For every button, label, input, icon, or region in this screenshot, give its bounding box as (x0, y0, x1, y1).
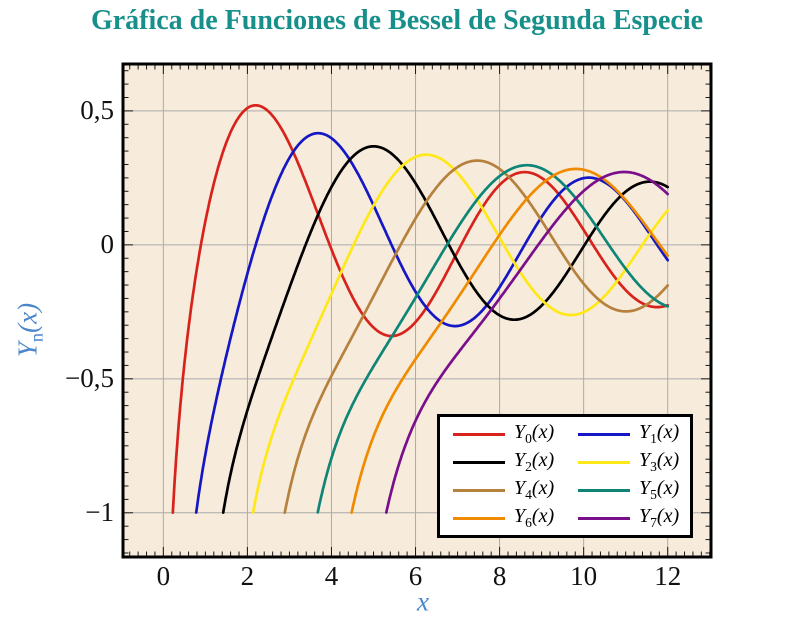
y-tick-label-0: 0,5 (80, 94, 114, 125)
x-tick-label-12: 12 (654, 561, 682, 591)
legend-swatch-y1 (578, 432, 630, 436)
page-title: Gráfica de Funciones de Bessel de Segund… (90, 5, 704, 36)
legend: Y0(x) Y1(x) Y2(x) Y3(x) Y4(x) Y5(x) Y6(x… (437, 414, 693, 538)
curve-y5 (316, 163, 670, 514)
legend-label-y6: Y6(x) (514, 505, 555, 531)
curve-y0 (171, 103, 670, 515)
legend-label-y5: Y5(x) (639, 477, 680, 503)
legend-item-y2: Y2(x) (440, 450, 565, 474)
legend-label-y3: Y3(x) (639, 449, 680, 475)
x-tick-label-0: 0 (156, 561, 171, 591)
axis-frame (121, 62, 713, 559)
curve-y1 (194, 131, 670, 514)
legend-item-y6: Y6(x) (440, 506, 565, 530)
y-tick-label-1: 0 (100, 228, 115, 259)
legend-swatch-y0 (453, 432, 505, 436)
legend-item-y1: Y1(x) (565, 422, 690, 446)
legend-swatch-y6 (453, 516, 505, 520)
legend-item-y5: Y5(x) (565, 478, 690, 502)
legend-swatch-y2 (453, 460, 505, 464)
curve-y4 (283, 159, 670, 515)
curve-y2 (221, 144, 670, 514)
y-axis-label-sym: Y (12, 342, 43, 358)
curve-y6 (350, 167, 670, 514)
legend-swatch-y4 (453, 488, 505, 492)
x-axis-label: x (417, 587, 429, 618)
x-tick-label-10: 10 (570, 561, 598, 591)
y-tick-label-2: −0,5 (65, 362, 114, 393)
legend-item-y3: Y3(x) (565, 450, 690, 474)
legend-label-y7: Y7(x) (639, 505, 680, 531)
y-axis-label-arg: (x) (12, 302, 43, 333)
legend-item-y4: Y4(x) (440, 478, 565, 502)
x-axis-label-text: x (417, 586, 429, 617)
legend-label-y1: Y1(x) (639, 421, 680, 447)
legend-item-y0: Y0(x) (440, 422, 565, 446)
x-tick-label-8: 8 (492, 561, 507, 591)
legend-label-y2: Y2(x) (514, 449, 555, 475)
x-tick-label-6: 6 (408, 561, 423, 591)
legend-label-y0: Y0(x) (514, 421, 555, 447)
legend-item-y7: Y7(x) (565, 506, 690, 530)
legend-swatch-y7 (578, 516, 630, 520)
curve-y7 (384, 170, 670, 514)
legend-swatch-y5 (578, 488, 630, 492)
x-tick-label-2: 2 (240, 561, 255, 591)
legend-label-y4: Y4(x) (514, 477, 555, 503)
y-axis-label-sub: n (26, 332, 47, 343)
legend-swatch-y3 (578, 460, 630, 464)
y-axis-label: Yn(x) (12, 303, 47, 357)
x-tick-label-4: 4 (324, 561, 339, 591)
y-tick-label-3: −1 (85, 496, 114, 527)
